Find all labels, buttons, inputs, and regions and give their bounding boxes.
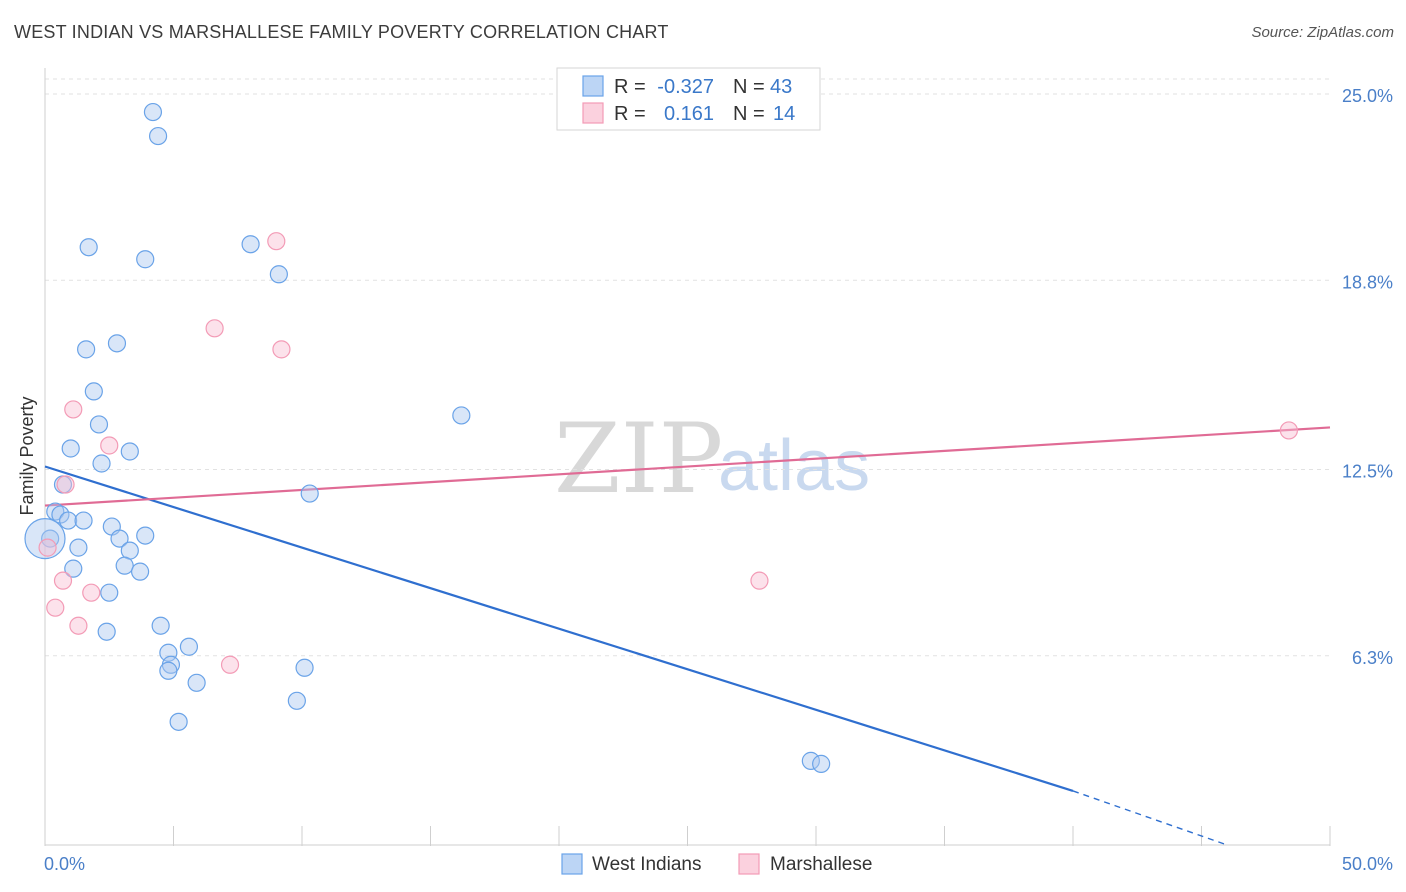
point-west-indians <box>130 562 150 581</box>
point-marshallese <box>64 400 83 419</box>
point-west-indians <box>77 340 96 359</box>
point-marshallese <box>100 436 119 455</box>
bottom-legend-west-indians: West Indians <box>592 854 701 875</box>
point-west-indians <box>107 334 127 353</box>
legend-n-value-1: 43 <box>770 76 792 98</box>
x-tick-label: 50.0% <box>1342 854 1393 874</box>
point-marshallese <box>46 598 65 617</box>
legend-bottom: West Indians Marshallese <box>561 853 872 875</box>
point-marshallese <box>82 583 101 602</box>
point-west-indians <box>295 658 314 677</box>
point-west-indians <box>61 439 80 458</box>
axes <box>44 68 1331 846</box>
legend-n-value-2: 14 <box>773 103 795 125</box>
point-west-indians <box>148 126 168 146</box>
x-tick-label: 0.0% <box>44 854 85 874</box>
point-marshallese <box>69 616 88 635</box>
point-west-indians <box>187 673 206 692</box>
source-label: Source: ZipAtlas.com <box>1251 24 1394 41</box>
y-tick-label: 6.3% <box>1352 648 1393 668</box>
watermark-atlas: atlas <box>718 426 870 506</box>
y-tick-label: 25.0% <box>1342 86 1393 106</box>
legend-n-label-1: N = <box>733 76 765 98</box>
point-marshallese <box>38 538 57 557</box>
point-west-indians <box>269 265 288 284</box>
y-tick-label: 12.5% <box>1342 462 1393 482</box>
point-marshallese <box>220 655 240 674</box>
tick-labels: 6.3% 12.5% 18.8% 25.0% 0.0% 50.0% <box>44 86 1393 874</box>
trend-lines <box>44 426 1331 846</box>
point-marshallese <box>750 571 769 590</box>
point-west-indians <box>136 250 155 269</box>
legend-swatch-marshallese <box>582 102 604 124</box>
y-axis-label: Family Poverty <box>17 396 37 515</box>
point-west-indians <box>169 712 188 731</box>
legend-r-value-2: 0.161 <box>664 103 714 125</box>
point-west-indians <box>159 661 178 680</box>
point-west-indians <box>179 637 199 656</box>
point-west-indians <box>110 529 129 548</box>
watermark-zip: ZIP <box>554 403 723 515</box>
point-west-indians <box>115 556 134 575</box>
point-marshallese <box>53 571 73 590</box>
point-west-indians <box>84 382 103 401</box>
point-west-indians <box>241 235 260 254</box>
point-marshallese <box>56 475 75 494</box>
point-west-indians <box>287 691 306 710</box>
chart-title: WEST INDIAN VS MARSHALLESE FAMILY POVERT… <box>14 22 669 42</box>
legend-n-label-2: N = <box>733 103 765 125</box>
point-marshallese <box>1279 421 1298 440</box>
data-points <box>24 102 1298 773</box>
legend-swatch-west-indians <box>582 75 604 97</box>
legend-r-label-1: R = <box>614 76 646 98</box>
point-west-indians <box>136 526 155 545</box>
point-west-indians <box>69 538 88 557</box>
point-west-indians <box>97 622 116 641</box>
point-west-indians <box>46 502 65 521</box>
legend-r-value-1: -0.327 <box>657 76 714 98</box>
point-west-indians <box>812 754 831 773</box>
point-west-indians <box>143 102 163 122</box>
point-west-indians <box>120 442 139 461</box>
legend-top: R = -0.327 N = 43 R = 0.161 N = 14 <box>556 67 821 131</box>
point-marshallese <box>205 319 224 338</box>
point-west-indians <box>120 541 139 560</box>
bottom-legend-swatch-marshallese <box>738 853 760 875</box>
point-west-indians <box>452 406 471 425</box>
y-tick-label: 18.8% <box>1342 272 1393 292</box>
point-west-indians <box>79 238 98 257</box>
point-west-indians <box>64 559 83 578</box>
point-west-indians <box>92 454 111 473</box>
grid <box>45 78 1330 657</box>
trend-line-west-indians-extension <box>1072 790 1228 846</box>
point-west-indians <box>74 511 93 530</box>
point-west-indians <box>300 484 319 503</box>
point-marshallese <box>267 232 286 251</box>
point-west-indians <box>100 583 119 602</box>
trend-line-marshallese <box>44 426 1331 507</box>
trend-line-west-indians <box>44 465 1074 792</box>
point-west-indians <box>801 751 820 770</box>
point-marshallese <box>272 340 291 359</box>
point-west-indians <box>89 415 109 434</box>
legend-r-label-2: R = <box>614 103 646 125</box>
point-west-indians <box>151 616 170 635</box>
bottom-legend-swatch-west-indians <box>561 853 583 875</box>
point-west-indians <box>24 517 66 560</box>
point-west-indians <box>59 511 78 530</box>
bottom-legend-marshallese: Marshallese <box>770 854 872 875</box>
